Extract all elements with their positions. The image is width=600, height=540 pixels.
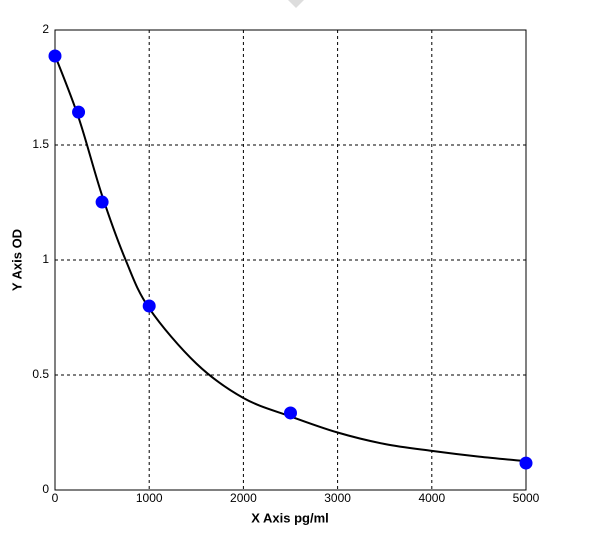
data-point [72,105,86,119]
data-point [284,406,297,420]
data-point [95,195,109,209]
x-tick-label: 2000 [230,491,257,505]
x-tick-label: 1000 [136,491,163,505]
x-tick-label: 4000 [418,491,445,505]
y-axis-label: Y Axis OD [9,229,24,291]
x-tick-label: 5000 [513,491,540,505]
x-tick-label: 0 [52,491,59,505]
y-tick-label: 2 [42,22,49,36]
y-tick-label: 1.5 [32,137,49,151]
y-tick-label: 0.5 [32,367,49,381]
decoration [288,0,304,8]
x-axis-label: X Axis pg/ml [251,510,329,525]
data-point [142,299,156,313]
plot-frame [54,29,527,491]
x-tick-label: 3000 [324,491,351,505]
data-point [48,49,62,63]
data-point [519,456,533,470]
y-tick-label: 1 [42,252,49,266]
y-tick-label: 0 [42,482,49,496]
fit-curve [54,54,527,463]
